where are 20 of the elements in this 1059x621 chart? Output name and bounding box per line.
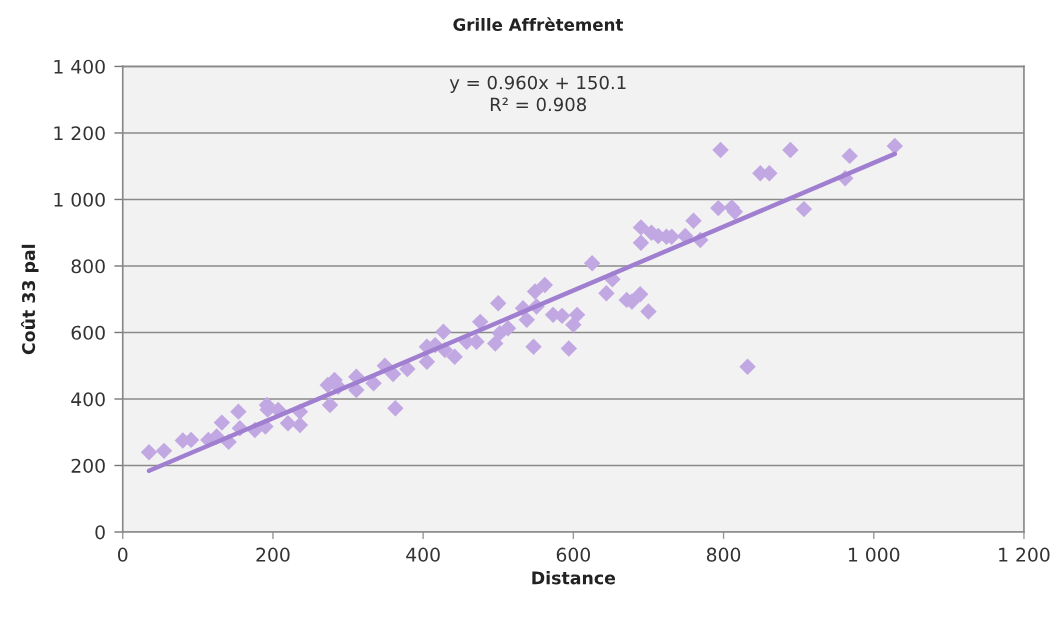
chart-title: Grille Affrètement [453,17,624,31]
x-tick-label: 400 [406,547,440,562]
y-tick-label: 0 [95,525,105,540]
annotation: y = 0.960x + 150.1 [449,75,626,93]
x-axis-title: Distance [532,570,616,585]
y-tick-label: 1 000 [54,192,105,207]
x-tick-label: 200 [256,547,290,562]
annotation: R² = 0.908 [490,97,586,112]
y-tick-label: 800 [71,259,105,274]
x-tick-label: 1 200 [999,547,1050,562]
y-tick-label: 1 200 [54,126,105,141]
y-tick-label: 1 400 [54,59,105,74]
y-tick-label: 600 [71,325,105,340]
x-tick-label: 600 [556,547,590,562]
y-tick-label: 200 [71,458,105,473]
x-tick-label: 800 [706,547,741,562]
y-axis-title: Coût 33 pal [21,244,39,355]
x-tick-label: 0 [118,547,128,562]
x-tick-label: 1 000 [848,547,900,562]
y-tick-label: 400 [71,392,105,407]
